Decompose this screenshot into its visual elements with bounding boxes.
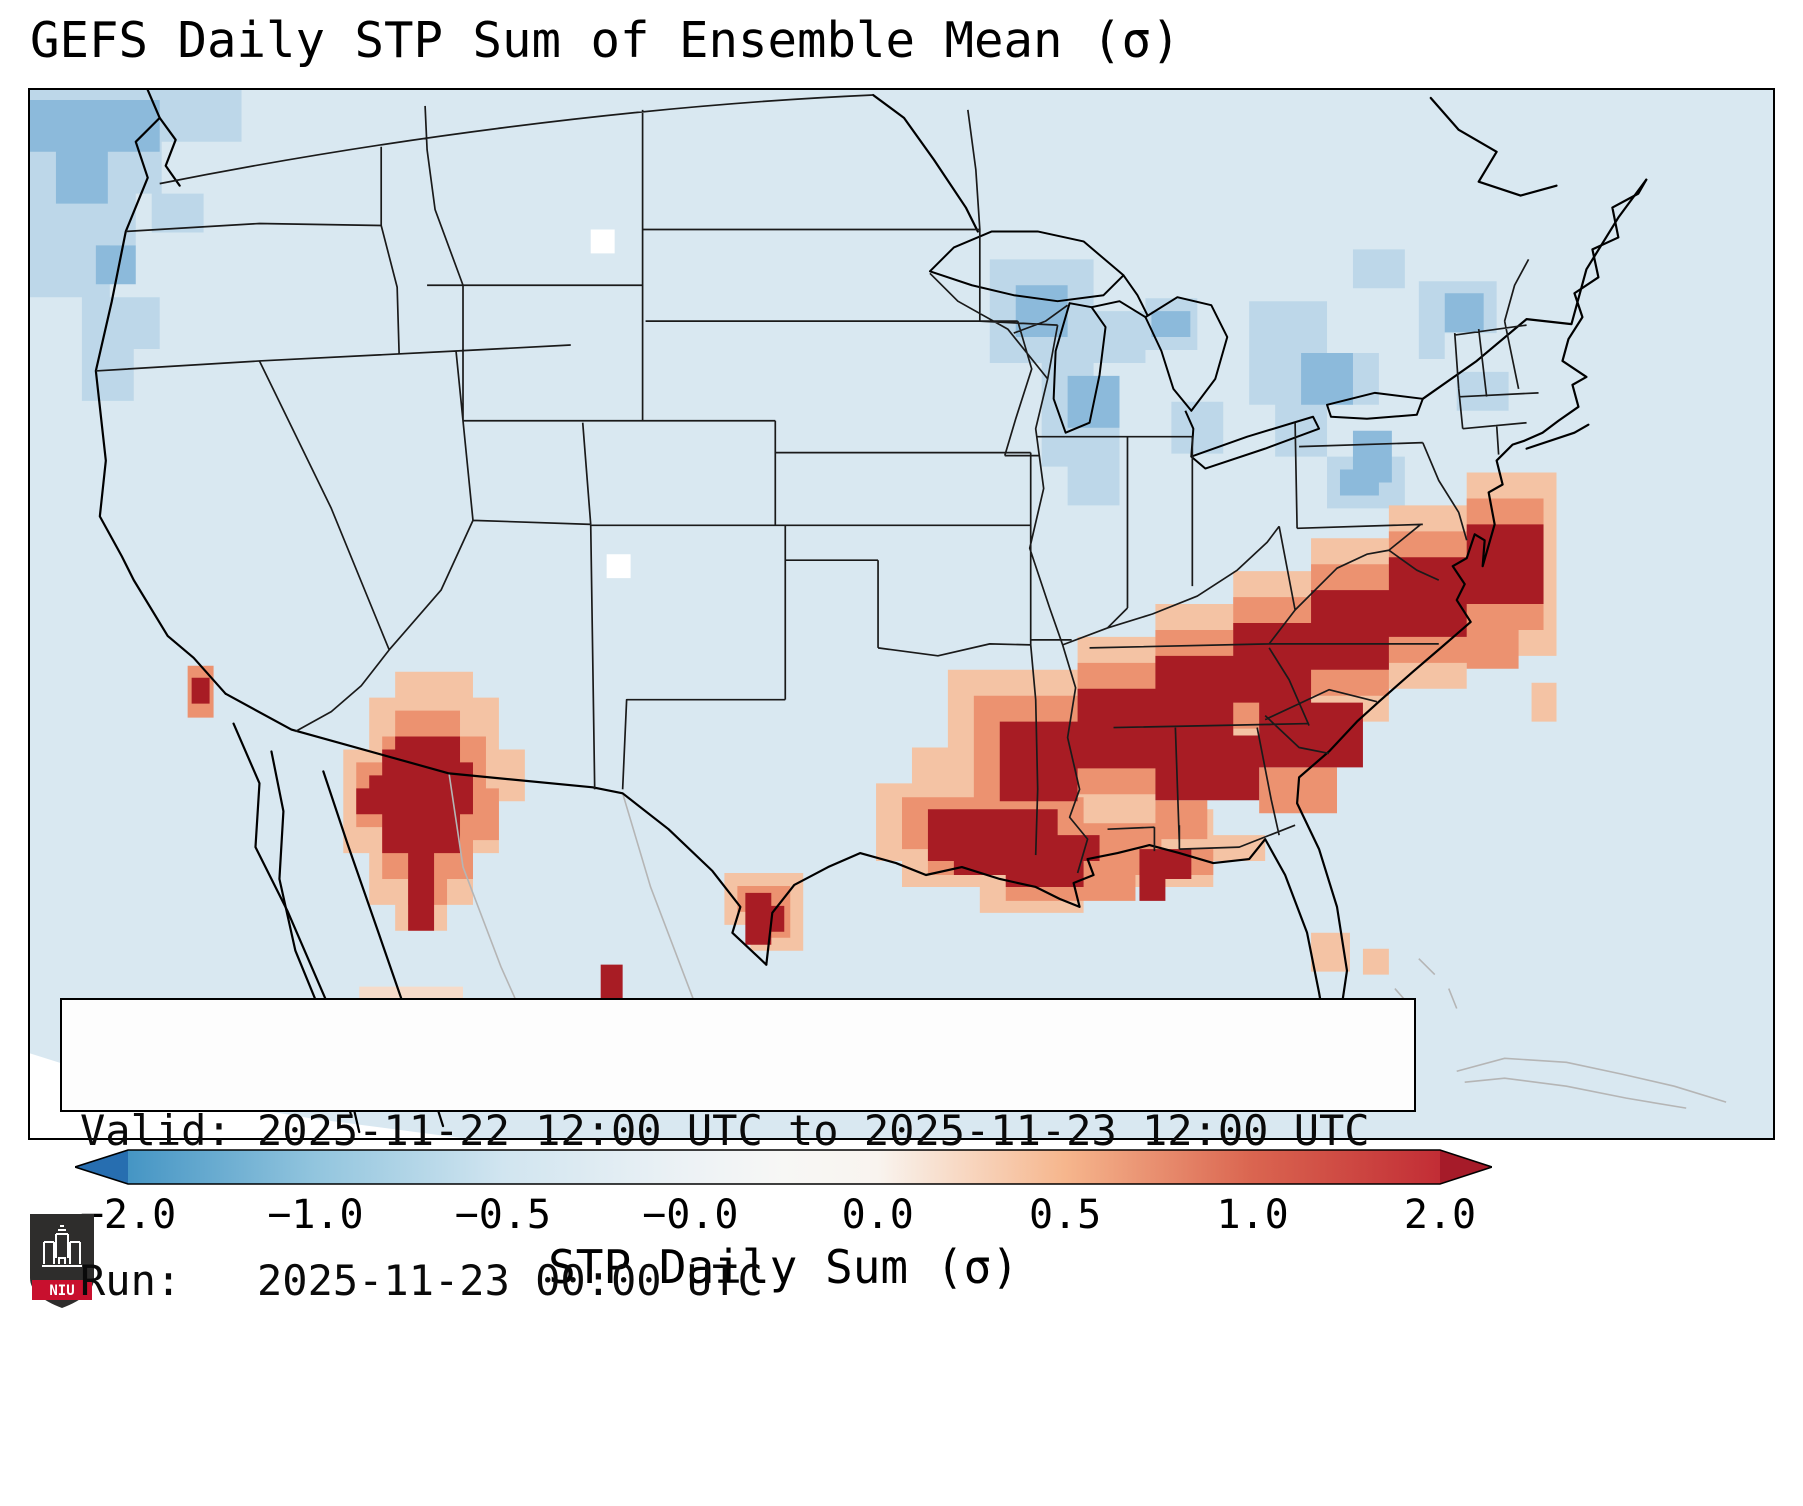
southwest-positive-core [356,736,473,931]
great-lakes [928,230,1424,470]
colorbar-axis-label: STP Daily Sum (σ) [548,1240,1019,1294]
socal-positive-core [191,677,210,704]
colorbar-tick-label: 0.0 [841,1192,914,1238]
colorbar-tick-label: −0.5 [454,1192,552,1238]
colorbar-tick-label: −1.0 [267,1192,364,1238]
colorbar-tick-labels: −2.0 −1.0 −0.5 −0.0 0.0 0.5 1.0 2.0 [0,1192,1803,1242]
colorbar [75,1149,1492,1185]
northeast-negative-medium [1301,293,1484,496]
niu-logo: NIU [30,1214,94,1308]
map-panel [28,88,1775,1140]
colorbar-tick-label: 0.5 [1029,1192,1102,1238]
niu-banner-text: NIU [49,1283,74,1299]
colorbar-tick-label: −0.0 [642,1192,739,1238]
colorbar-gradient [128,1150,1440,1184]
gulf-louisiana-positive-core [927,809,1192,901]
colorbar-tick-label: 2.0 [1403,1192,1477,1238]
valid-time-text: Valid: 2025-11-22 12:00 UTC to 2025-11-2… [80,1106,1370,1155]
page-title: GEFS Daily STP Sum of Ensemble Mean (σ) [30,12,1181,69]
castle-icon [42,1225,82,1267]
run-time-text: Run: 2025-11-23 00:00 UTC [80,1256,763,1305]
greatlakes-negative-medium [1015,285,1191,428]
colorbar-outline [75,1149,1492,1185]
us-map [30,90,1773,1138]
colorbar-extend-right-arrow [1440,1150,1492,1184]
niu-banner [32,1280,92,1300]
colorbar-tick-label: 1.0 [1216,1192,1289,1238]
pnw-negative-medium [30,99,160,285]
no-data-region [30,1053,462,1138]
state-borders [95,94,1539,874]
colorbar-extend-left-arrow [75,1150,128,1184]
colorbar-tick-label: −2.0 [79,1192,177,1238]
rio-grande-positive-core [600,964,623,999]
northeast-negative-light [1249,249,1509,509]
validity-info-box: Valid: 2025-11-22 12:00 UTC to 2025-11-2… [60,998,1416,1305]
southeast-band-positive-core [999,524,1544,802]
